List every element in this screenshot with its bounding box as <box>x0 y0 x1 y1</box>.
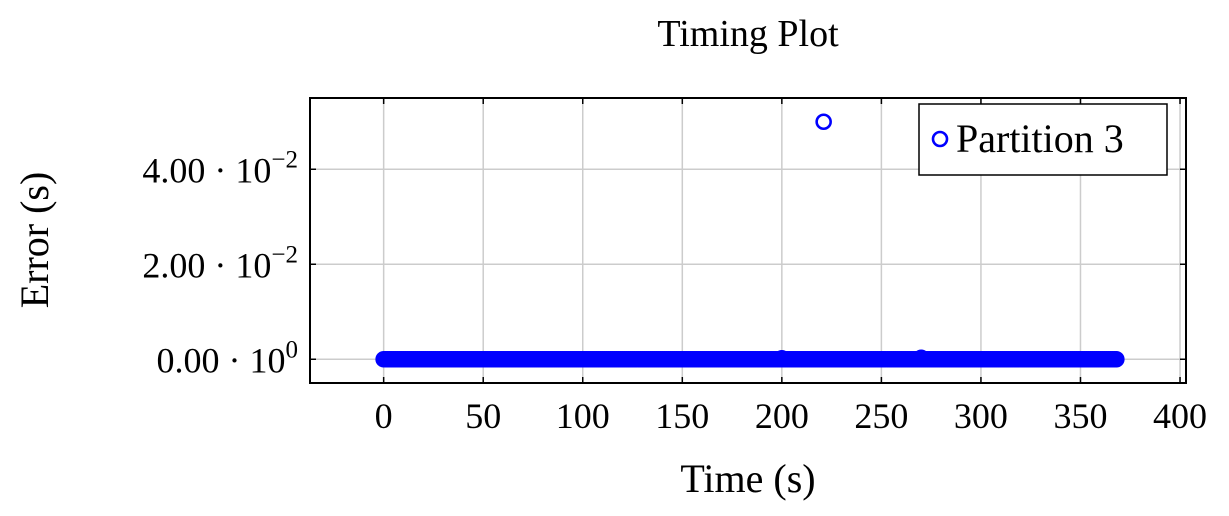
x-tick-label: 50 <box>465 396 501 436</box>
x-axis-label: Time (s) <box>680 456 815 501</box>
x-tick-label: 250 <box>854 396 908 436</box>
legend-label: Partition 3 <box>956 116 1124 161</box>
y-tick-label: 4.00 · 10−2 <box>142 146 298 190</box>
data-point <box>1108 350 1125 368</box>
chart-title: Timing Plot <box>657 13 839 55</box>
data-point <box>773 349 791 367</box>
y-tick-label: 0.00 · 100 <box>157 336 299 380</box>
x-tick-label: 100 <box>556 396 610 436</box>
y-tick-labels: 0.00 · 100 2.00 · 10−2 4.00 · 10−2 <box>142 146 298 380</box>
plot-frame <box>309 97 1187 384</box>
x-tick-label: 350 <box>1053 396 1107 436</box>
y-axis-label: Error (s) <box>12 172 57 309</box>
y-tick-label: 2.00 · 10−2 <box>142 241 298 285</box>
legend: Partition 3 <box>918 103 1168 176</box>
x-tick-label: 0 <box>375 396 393 436</box>
legend-box <box>918 103 1168 176</box>
x-tick-labels: 0 50 100 150 200 250 300 350 400 <box>375 396 1207 436</box>
legend-marker-icon <box>931 130 949 148</box>
x-tick-label: 300 <box>954 396 1008 436</box>
data-points <box>375 113 1125 368</box>
data-point <box>912 349 930 367</box>
x-tick-label: 200 <box>755 396 809 436</box>
x-tick-label: 400 <box>1153 396 1207 436</box>
data-point <box>815 113 832 131</box>
x-tick-label: 150 <box>655 396 709 436</box>
